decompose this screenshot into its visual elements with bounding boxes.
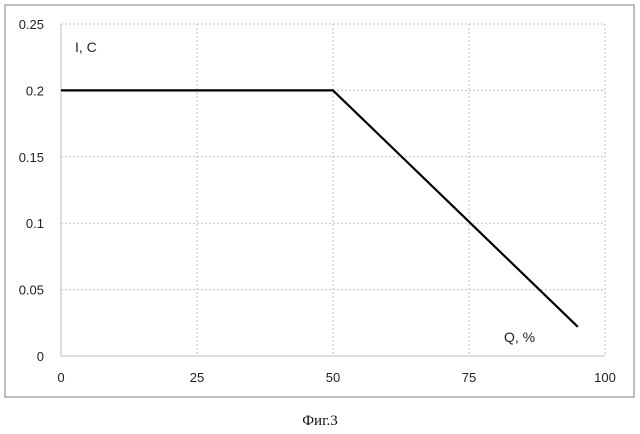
y-tick-label: 0.1 [26, 216, 44, 231]
y-axis-label: I, C [75, 39, 97, 55]
x-tick-label: 0 [57, 370, 64, 385]
x-tick-label: 75 [462, 370, 476, 385]
x-axis-label: Q, % [504, 329, 535, 345]
x-tick-label: 25 [190, 370, 204, 385]
x-tick-label: 50 [326, 370, 340, 385]
x-tick-label: 100 [594, 370, 616, 385]
y-tick-label: 0.05 [19, 283, 44, 298]
y-tick-label: 0.25 [19, 17, 44, 32]
figure-caption: Фиг.3 [0, 413, 640, 430]
y-tick-label: 0.15 [19, 150, 44, 165]
y-tick-label: 0 [37, 349, 44, 364]
y-tick-label: 0.2 [26, 83, 44, 98]
chart-frame [5, 5, 634, 397]
